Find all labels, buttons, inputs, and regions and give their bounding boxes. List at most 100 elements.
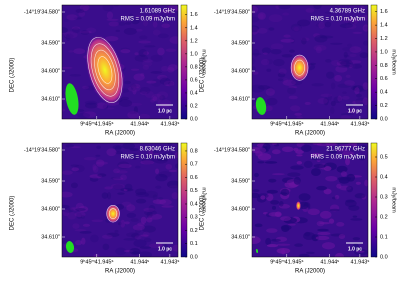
noise — [104, 186, 113, 190]
source — [289, 54, 310, 82]
noise — [92, 165, 99, 173]
colorbar-tick-label: 1.6 — [190, 12, 198, 18]
noise — [334, 194, 340, 200]
noise — [342, 46, 356, 52]
noise — [359, 5, 366, 13]
noise — [266, 228, 278, 233]
noise — [165, 48, 177, 52]
y-tick-label: 34.590" — [231, 178, 250, 184]
noise — [75, 8, 85, 14]
noise — [316, 143, 331, 147]
noise — [63, 33, 74, 39]
noise — [349, 60, 362, 64]
colorbar-tick-label: 0.4 — [190, 201, 198, 207]
noise — [116, 170, 128, 174]
noise — [123, 249, 134, 253]
noise — [96, 161, 109, 165]
noise — [346, 110, 355, 113]
colorbar-tick-label: 0.6 — [190, 175, 198, 181]
contour — [294, 59, 305, 76]
noise — [342, 16, 352, 23]
noise — [282, 12, 290, 16]
noise — [331, 59, 342, 67]
noise — [115, 29, 121, 32]
noise — [112, 144, 123, 150]
noise — [89, 176, 99, 182]
noise — [252, 5, 259, 14]
noise — [316, 185, 328, 191]
noise — [336, 165, 348, 173]
noise — [323, 97, 329, 106]
noise — [274, 143, 280, 147]
noise — [169, 185, 178, 188]
noise — [252, 236, 261, 245]
noise — [158, 171, 172, 178]
noise — [268, 212, 282, 217]
noise — [83, 156, 97, 161]
noise — [336, 183, 342, 189]
noise — [95, 154, 101, 157]
contour — [90, 43, 120, 97]
image-background — [252, 5, 368, 119]
noise — [138, 49, 148, 57]
noise — [307, 208, 320, 216]
noise — [252, 26, 259, 35]
noise — [146, 80, 157, 84]
noise — [143, 207, 155, 212]
noise — [126, 212, 137, 218]
noise — [118, 163, 132, 169]
rms: RMS = 0.10 mJy/bm — [310, 17, 365, 23]
y-axis-label: DEC (J2000) — [200, 196, 206, 231]
noise — [325, 175, 338, 182]
noise — [135, 15, 142, 19]
noise — [91, 219, 104, 223]
y-tick-label: 34.610" — [231, 234, 250, 240]
noise — [74, 229, 87, 232]
noise — [266, 86, 274, 92]
noise — [151, 79, 162, 87]
noise — [271, 238, 281, 242]
noise — [356, 86, 367, 92]
x-tick-label: 41.944ˢ — [320, 121, 339, 127]
noise — [90, 234, 99, 243]
noise — [281, 249, 286, 255]
noise — [309, 62, 317, 66]
frequency: 8.63046 GHz — [140, 147, 175, 153]
noise — [118, 99, 133, 107]
noise — [161, 65, 169, 72]
noise — [252, 66, 256, 72]
noise — [144, 45, 156, 48]
image-frame — [251, 4, 369, 120]
noise — [101, 234, 113, 239]
y-tick-label: 34.610" — [41, 96, 60, 102]
noise — [290, 105, 301, 112]
noise — [340, 114, 351, 119]
noise — [278, 204, 291, 209]
noise — [146, 146, 151, 152]
colorbar-label: mJy/beam — [201, 49, 207, 75]
colorbar-tick-label: 0.0 — [190, 254, 198, 260]
x-tick-label: 9ʰ45ᵐ41.945ˢ — [80, 258, 113, 265]
colorbar-tick-label: 0.3 — [380, 194, 388, 200]
y-tick-label: 34.590" — [231, 40, 250, 46]
noise — [257, 12, 266, 20]
noise — [148, 148, 154, 156]
noise — [317, 231, 331, 236]
noise — [155, 173, 168, 182]
colorbar — [180, 4, 188, 120]
noise — [74, 211, 86, 218]
noise — [157, 33, 169, 39]
noise — [327, 150, 338, 154]
noise — [354, 87, 360, 95]
colorbar-tick-label: 0.5 — [190, 188, 198, 194]
noise — [148, 243, 163, 249]
noise — [271, 149, 281, 155]
noise — [311, 156, 326, 161]
noise — [303, 160, 313, 169]
noise — [298, 201, 309, 210]
noise — [329, 42, 343, 45]
noise — [288, 95, 298, 100]
noise — [139, 35, 148, 40]
noise — [105, 35, 119, 42]
noise — [363, 26, 368, 30]
